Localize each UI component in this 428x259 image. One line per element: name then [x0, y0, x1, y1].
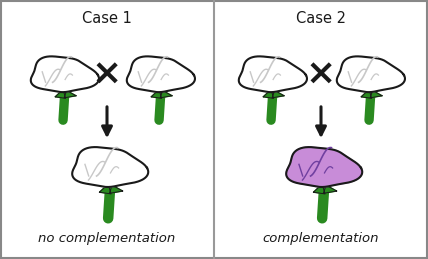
Polygon shape	[272, 91, 284, 98]
Polygon shape	[337, 56, 405, 92]
Polygon shape	[55, 90, 65, 98]
Polygon shape	[99, 184, 111, 194]
Polygon shape	[109, 185, 123, 193]
Polygon shape	[313, 184, 325, 194]
Polygon shape	[160, 91, 172, 98]
Text: Case 1: Case 1	[82, 11, 132, 26]
Text: ×: ×	[306, 57, 336, 91]
Polygon shape	[323, 185, 337, 193]
Polygon shape	[263, 90, 273, 98]
Text: Case 2: Case 2	[296, 11, 346, 26]
Polygon shape	[239, 56, 307, 92]
Polygon shape	[151, 90, 162, 98]
Polygon shape	[286, 147, 362, 187]
Polygon shape	[31, 56, 99, 92]
Text: no complementation: no complementation	[39, 232, 175, 245]
Polygon shape	[370, 91, 382, 98]
Text: complementation: complementation	[263, 232, 379, 245]
Polygon shape	[127, 56, 195, 92]
Polygon shape	[361, 90, 372, 98]
Text: ×: ×	[92, 57, 122, 91]
Polygon shape	[64, 91, 76, 98]
Polygon shape	[72, 147, 148, 187]
